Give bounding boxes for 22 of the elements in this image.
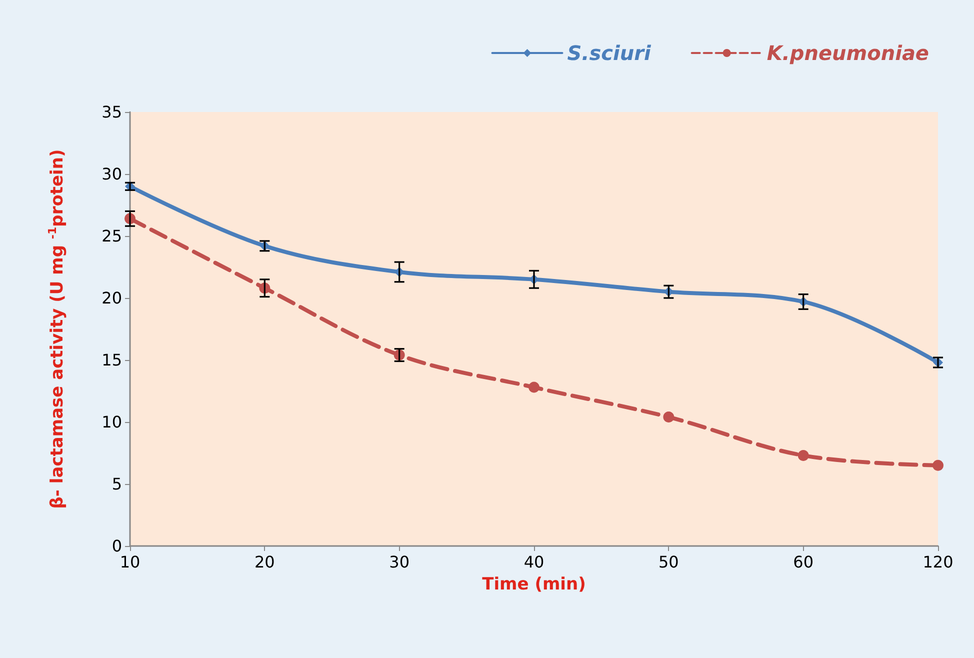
x-tick-label: 50 (658, 552, 679, 572)
y-tick-label: 5 (112, 474, 122, 494)
x-tick-label: 40 (524, 552, 544, 572)
point (798, 450, 809, 461)
y-axis-title: β- lactamase activity (U mg -1protein) (46, 149, 68, 509)
legend-label: K.pneumoniae (766, 41, 929, 65)
point (528, 382, 540, 393)
y-tick-label: 15 (102, 350, 122, 370)
y-tick-label: 25 (102, 226, 122, 246)
point (663, 412, 674, 423)
x-tick-label: 120 (922, 552, 954, 572)
y-tick-label: 30 (102, 164, 122, 184)
y-tick-label: 10 (102, 412, 122, 432)
legend-label: S.sciuri (567, 41, 652, 65)
y-tick-label: 0 (112, 536, 122, 556)
y-tick-label: 35 (102, 102, 122, 122)
point (932, 460, 944, 471)
x-tick-label: 60 (793, 552, 814, 572)
x-tick-label: 30 (389, 552, 410, 572)
x-axis-title: Time (min) (482, 574, 586, 594)
y-tick-label: 20 (102, 288, 122, 308)
x-tick-label: 20 (254, 552, 275, 572)
